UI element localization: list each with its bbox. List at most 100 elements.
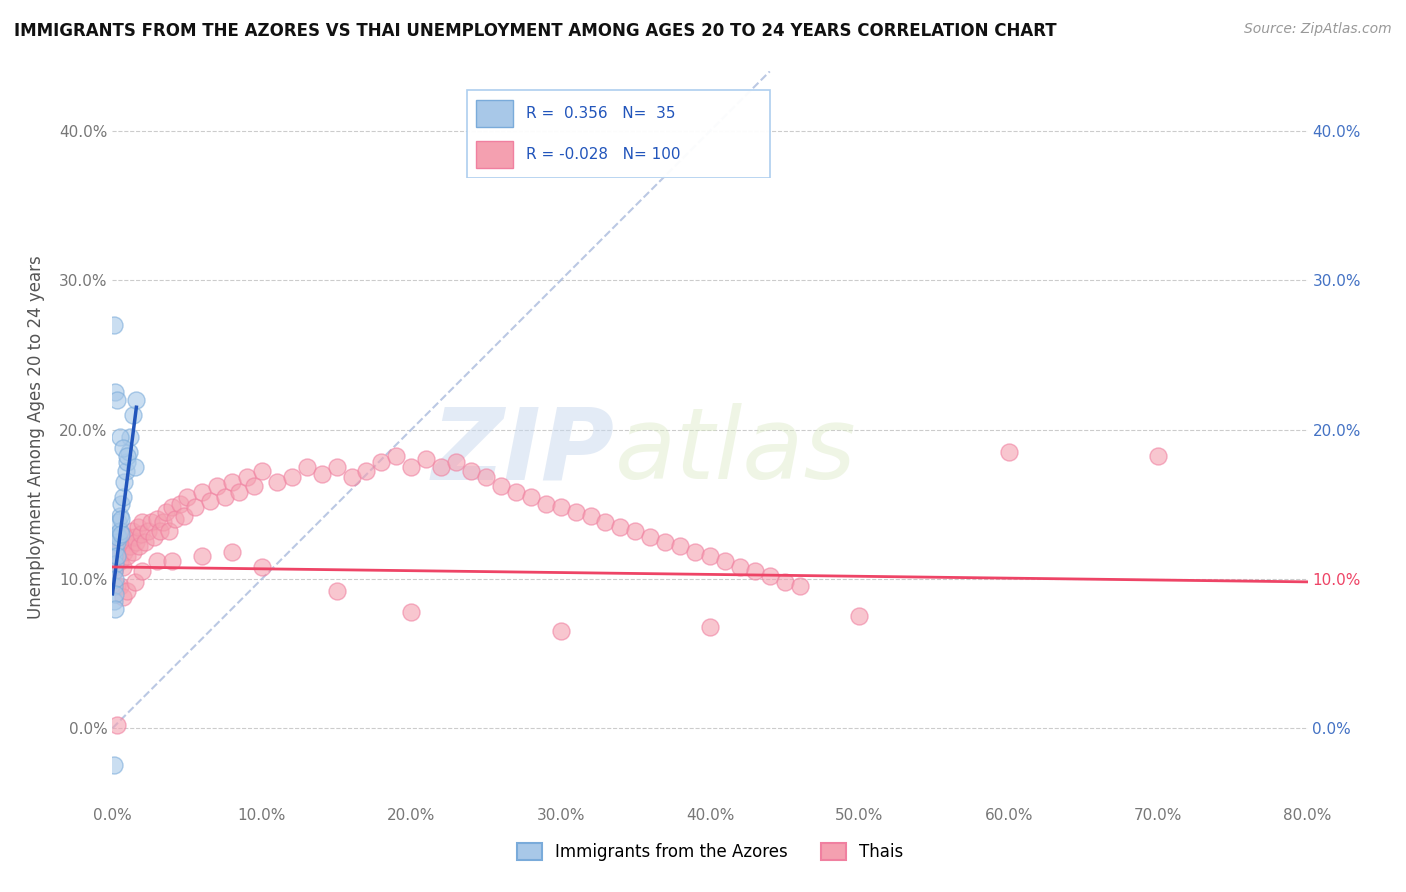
Thais <box>111 590 134 604</box>
Thais <box>489 479 512 493</box>
Thais <box>143 530 166 544</box>
Text: IMMIGRANTS FROM THE AZORES VS THAI UNEMPLOYMENT AMONG AGES 20 TO 24 YEARS CORREL: IMMIGRANTS FROM THE AZORES VS THAI UNEMP… <box>14 22 1057 40</box>
Immigrants from the Azores <box>110 527 132 541</box>
Thais <box>104 560 127 574</box>
Thais <box>127 519 149 533</box>
Thais <box>114 545 135 559</box>
Thais <box>149 524 172 538</box>
Immigrants from the Azores <box>104 385 127 400</box>
Immigrants from the Azores <box>108 430 131 444</box>
Thais <box>129 527 152 541</box>
Thais <box>141 515 163 529</box>
Thais <box>205 479 228 493</box>
Thais <box>103 549 125 564</box>
Thais <box>221 545 243 559</box>
Immigrants from the Azores <box>117 450 139 464</box>
Immigrants from the Azores <box>108 509 131 524</box>
Text: Source: ZipAtlas.com: Source: ZipAtlas.com <box>1244 22 1392 37</box>
Immigrants from the Azores <box>120 430 142 444</box>
Thais <box>107 534 129 549</box>
Thais <box>728 560 751 574</box>
Thais <box>162 554 183 568</box>
Thais <box>110 542 132 557</box>
Legend: Immigrants from the Azores, Thais: Immigrants from the Azores, Thais <box>510 836 910 868</box>
Immigrants from the Azores <box>103 549 125 564</box>
Thais <box>243 479 266 493</box>
Text: R =  0.356   N=  35: R = 0.356 N= 35 <box>526 106 675 120</box>
Thais <box>998 445 1021 459</box>
Thais <box>325 459 347 474</box>
Bar <box>477 141 513 168</box>
Thais <box>444 455 467 469</box>
Thais <box>759 569 782 583</box>
Immigrants from the Azores <box>103 565 125 579</box>
Thais <box>385 450 408 464</box>
Thais <box>165 512 187 526</box>
Immigrants from the Azores <box>104 557 127 571</box>
Immigrants from the Azores <box>103 318 125 332</box>
Immigrants from the Azores <box>110 512 132 526</box>
Immigrants from the Azores <box>104 601 127 615</box>
Immigrants from the Azores <box>107 530 129 544</box>
Thais <box>169 497 191 511</box>
Thais <box>609 519 631 533</box>
Thais <box>669 539 692 553</box>
Thais <box>152 515 174 529</box>
Immigrants from the Azores <box>105 392 128 407</box>
Thais <box>214 490 236 504</box>
Thais <box>624 524 647 538</box>
Text: R = -0.028   N= 100: R = -0.028 N= 100 <box>526 147 681 161</box>
Thais <box>683 545 706 559</box>
Immigrants from the Azores <box>105 549 128 564</box>
Immigrants from the Azores <box>111 490 134 504</box>
Thais <box>117 549 139 564</box>
Thais <box>221 475 243 489</box>
Thais <box>699 549 721 564</box>
Thais <box>475 470 498 484</box>
Thais <box>699 620 721 634</box>
Immigrants from the Azores <box>103 579 125 593</box>
Thais <box>250 560 273 574</box>
Thais <box>534 497 557 511</box>
Thais <box>744 565 766 579</box>
Thais <box>125 534 148 549</box>
Thais <box>191 549 214 564</box>
Thais <box>157 524 180 538</box>
Immigrants from the Azores <box>108 524 131 538</box>
Thais <box>128 539 150 553</box>
Thais <box>173 509 195 524</box>
Immigrants from the Azores <box>105 534 128 549</box>
Thais <box>134 534 156 549</box>
Immigrants from the Azores <box>107 515 129 529</box>
Thais <box>228 485 250 500</box>
Thais <box>162 500 183 515</box>
Immigrants from the Azores <box>104 587 127 601</box>
Thais <box>311 467 333 482</box>
Immigrants from the Azores <box>118 445 141 459</box>
Thais <box>401 605 423 619</box>
Thais <box>281 470 304 484</box>
Thais <box>146 554 169 568</box>
Thais <box>325 583 347 598</box>
Thais <box>105 718 128 732</box>
Thais <box>138 524 160 538</box>
Thais <box>120 539 142 553</box>
Thais <box>103 565 125 579</box>
Thais <box>108 579 131 593</box>
Immigrants from the Azores <box>110 497 132 511</box>
Immigrants from the Azores <box>103 758 125 772</box>
Bar <box>477 100 513 127</box>
Immigrants from the Azores <box>111 441 134 455</box>
Thais <box>124 530 146 544</box>
Thais <box>773 574 796 589</box>
Thais <box>460 464 482 478</box>
Thais <box>789 579 811 593</box>
Immigrants from the Azores <box>115 464 138 478</box>
FancyBboxPatch shape <box>467 90 770 178</box>
Immigrants from the Azores <box>105 527 128 541</box>
Thais <box>356 464 378 478</box>
Thais <box>115 534 138 549</box>
Immigrants from the Azores <box>114 475 135 489</box>
Thais <box>105 545 128 559</box>
Thais <box>564 505 586 519</box>
